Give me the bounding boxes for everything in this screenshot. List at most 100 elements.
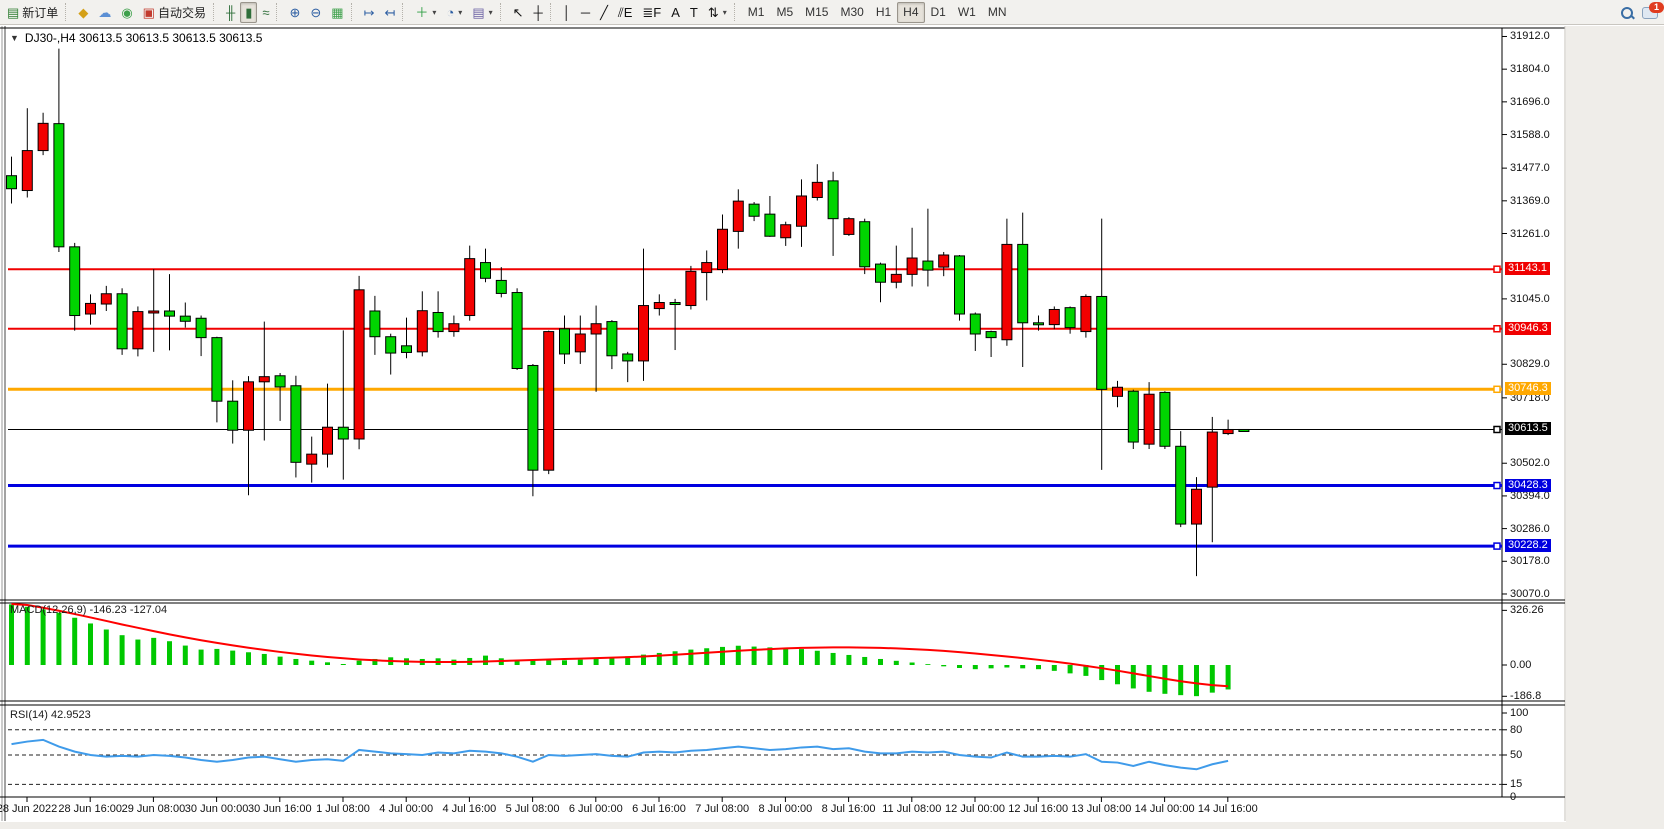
tf-h1-button[interactable]: H1 (870, 2, 897, 23)
tf-mn-button[interactable]: MN (982, 2, 1013, 23)
candlestick-button[interactable]: ▮ (240, 1, 258, 23)
workspace-filler-right (1566, 26, 1664, 829)
tf-m30-button[interactable]: M30 (834, 2, 869, 23)
time-axis-label: 5 Jul 08:00 (505, 803, 560, 815)
time-axis-label: 14 Jul 16:00 (1197, 803, 1258, 815)
time-axis-label: 6 Jul 16:00 (632, 803, 686, 815)
text-button[interactable]: A (666, 2, 685, 23)
price-level-badge: 30746.3 (1505, 382, 1551, 396)
trendline-button[interactable]: ╱ (595, 2, 613, 23)
time-axis-label: 13 Jul 08:00 (1071, 803, 1132, 815)
auto-scroll-button[interactable]: ↦ (359, 2, 380, 23)
tf-m5-button[interactable]: M5 (770, 2, 799, 23)
cursor-button[interactable]: ↖ (508, 2, 529, 23)
tf-m15-button-label: M15 (805, 5, 829, 19)
price-tick-label: 31696.0 (1510, 95, 1550, 108)
time-axis-label: 30 Jun 16:00 (247, 803, 312, 815)
price-tick-label: 31804.0 (1510, 63, 1550, 76)
cursor-icon: ↖ (512, 4, 524, 20)
line-chart-button[interactable]: ≈ (257, 2, 274, 23)
tf-w1-button-label: W1 (957, 5, 976, 19)
horizontal-line-button[interactable]: ─ (576, 2, 595, 23)
toolbar-group: ◆ ☁ ◉ ▣ 自动交易 (73, 0, 211, 25)
toolbar-group: ⊕ ⊖ ▦ (284, 0, 348, 25)
crosshair-icon: ┼ (533, 4, 543, 20)
periods-icon: ◔ (446, 4, 455, 20)
price-tick-label: 31261.0 (1510, 227, 1550, 240)
equidistant-channel-button[interactable]: ⫽E (613, 2, 637, 23)
rsi-axis-label: 80 (1510, 723, 1523, 736)
macd-indicator-label: MACD(12,26,9) -146.23 -127.04 (10, 604, 168, 616)
vertical-line-icon: │ (562, 4, 571, 20)
price-tick-label: 30286.0 (1510, 522, 1550, 535)
tile-windows-button[interactable]: ▦ (326, 2, 348, 23)
search-icon[interactable] (1620, 6, 1635, 20)
tile-windows-icon: ▦ (331, 4, 344, 20)
price-level-badge: 30946.3 (1505, 321, 1551, 335)
tf-w1-button[interactable]: W1 (952, 2, 982, 23)
crosshair-button[interactable]: ┼ (529, 2, 548, 23)
auto-scroll-icon: ↦ (363, 4, 375, 20)
label-button[interactable]: T (685, 2, 703, 23)
macd-axis-label: -186.8 (1510, 690, 1542, 703)
toolbar-group: ▤ 新订单 (2, 0, 63, 25)
fibonacci-icon: ≣F (642, 4, 662, 20)
tf-m15-button[interactable]: M15 (799, 2, 834, 23)
time-axis-label: 6 Jul 00:00 (568, 803, 623, 815)
horizontal-line-icon: ─ (580, 4, 591, 20)
time-axis-label: 7 Jul 08:00 (695, 803, 750, 815)
chevron-down-icon: ▾ (458, 7, 463, 17)
signals-icon-button[interactable]: ◉ (116, 2, 137, 23)
text-icon: A (671, 4, 680, 20)
time-axis-label: 14 Jul 00:00 (1134, 803, 1195, 815)
toolbar-group: ↖ ┼ (508, 0, 548, 25)
vertical-line-button[interactable]: │ (558, 2, 576, 23)
tf-d1-button[interactable]: D1 (925, 2, 952, 23)
rsi-axis-label: 100 (1510, 707, 1529, 719)
time-axis-label: 8 Jul 00:00 (758, 803, 813, 815)
chart-shift-button[interactable]: ↤ (380, 2, 401, 23)
bar-chart-button[interactable]: ╫ (221, 2, 240, 23)
signals-icon-icon: ◉ (121, 4, 133, 20)
time-axis-label: 12 Jul 16:00 (1008, 803, 1069, 815)
chart-shift-icon: ↤ (384, 4, 396, 20)
market-icon-icon: ▣ (142, 4, 155, 20)
chart-title-text: DJ30-,H4 30613.5 30613.5 30613.5 30613.5 (24, 31, 263, 45)
toolbar-group: ╫ ▮ ≈ (221, 0, 275, 25)
arrows-button[interactable]: ⇅ ▾ (703, 2, 732, 23)
templates-button[interactable]: ▤ ▾ (467, 2, 497, 23)
zoom-out-button[interactable]: ⊖ (305, 2, 326, 23)
fibonacci-button[interactable]: ≣F (637, 2, 666, 23)
price-level-badge: 31143.1 (1505, 262, 1550, 276)
finance-icon-button[interactable]: ◆ (73, 2, 93, 23)
toolbar-separator (549, 3, 556, 21)
periods-button[interactable]: ◔ ▾ (441, 2, 467, 23)
price-tick-label: 31912.0 (1510, 30, 1550, 43)
macd-axis-label: 326.26 (1510, 604, 1544, 617)
tf-h4-button[interactable]: H4 (897, 1, 925, 23)
community-icon-button[interactable]: ☁ (93, 2, 116, 23)
time-axis-label: 1 Jul 08:00 (316, 803, 370, 815)
tf-m1-button[interactable]: M1 (742, 2, 771, 23)
toolbar-group: ＋ ▾ ◔ ▾ ▤ ▾ (410, 0, 497, 25)
tf-mn-button-label: MN (987, 5, 1007, 19)
chat-icon[interactable]: 1 (1642, 2, 1664, 20)
price-tick-label: 31588.0 (1510, 128, 1550, 141)
new-order-button[interactable]: ▤ 新订单 (2, 2, 63, 23)
label-icon: T (689, 4, 698, 20)
price-tick-label: 30394.0 (1510, 489, 1550, 502)
time-axis-label: 30 Jun 00:00 (184, 803, 249, 815)
market-icon-button[interactable]: ▣ 自动交易 (138, 2, 211, 23)
market-icon-button-label: 自动交易 (157, 5, 206, 20)
zoom-in-button[interactable]: ⊕ (284, 2, 305, 23)
templates-icon: ▤ (472, 4, 485, 20)
indicators-button[interactable]: ＋ ▾ (410, 2, 441, 23)
chart-collapse-icon[interactable]: ▼ (10, 33, 19, 43)
bar-chart-icon: ╫ (225, 4, 236, 20)
equidistant-channel-icon: ⫽E (617, 4, 633, 20)
tf-h4-button-label: H4 (903, 5, 919, 19)
price-tick-label: 31045.0 (1510, 292, 1550, 305)
toolbar-separator (276, 3, 282, 21)
